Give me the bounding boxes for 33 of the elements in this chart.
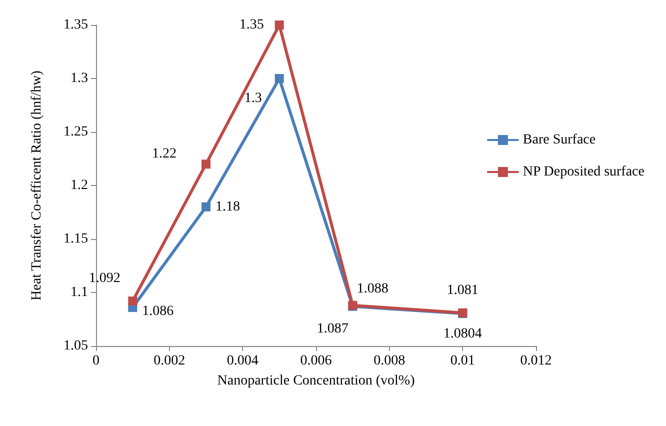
y-axis-title: Heat Transfer Co-efficent Ratio (hnf/hw) [30, 70, 44, 300]
data-label: 1.18 [216, 199, 240, 214]
y-tick-label: 1.2 [70, 178, 88, 193]
data-label: 1.088 [356, 281, 388, 296]
data-label: 1.35 [239, 18, 264, 32]
data-label: 1.0804 [443, 326, 482, 342]
data-label: 1.3 [244, 91, 262, 106]
y-tick-label: 1.3 [70, 71, 88, 86]
x-tick-label: 0.012 [520, 354, 552, 368]
x-tick-label: 0 [92, 354, 100, 368]
x-tick-label: 0.008 [374, 354, 406, 368]
point [202, 160, 210, 169]
y-tick-label: 1.25 [64, 124, 88, 140]
data-label: 1.081 [446, 282, 478, 298]
point [128, 296, 138, 306]
data-label: 1.22 [152, 146, 176, 162]
x-tick-label: 0.004 [226, 354, 258, 368]
data-label: 1.092 [88, 271, 120, 286]
x-tick-label: 0.01 [450, 354, 475, 368]
point [202, 202, 210, 212]
x-tick-label: 0.002 [154, 354, 186, 368]
y-tick-label: 1.1 [70, 285, 88, 300]
data-label: 1.086 [142, 304, 174, 319]
y-tick-label: 1.15 [64, 232, 88, 246]
x-axis-title: Nanoparticle Concentration (vol%) [217, 374, 416, 388]
y-tick-label: 1.05 [64, 338, 88, 354]
y-tick-label: 1.35 [64, 18, 88, 32]
x-tick-label: 0.006 [300, 354, 332, 368]
legend-label: NP Deposited surface [522, 164, 644, 180]
legend-label: Bare Surface [522, 132, 596, 148]
data-label: 1.087 [316, 321, 348, 336]
point [274, 20, 284, 30]
point [274, 74, 284, 83]
